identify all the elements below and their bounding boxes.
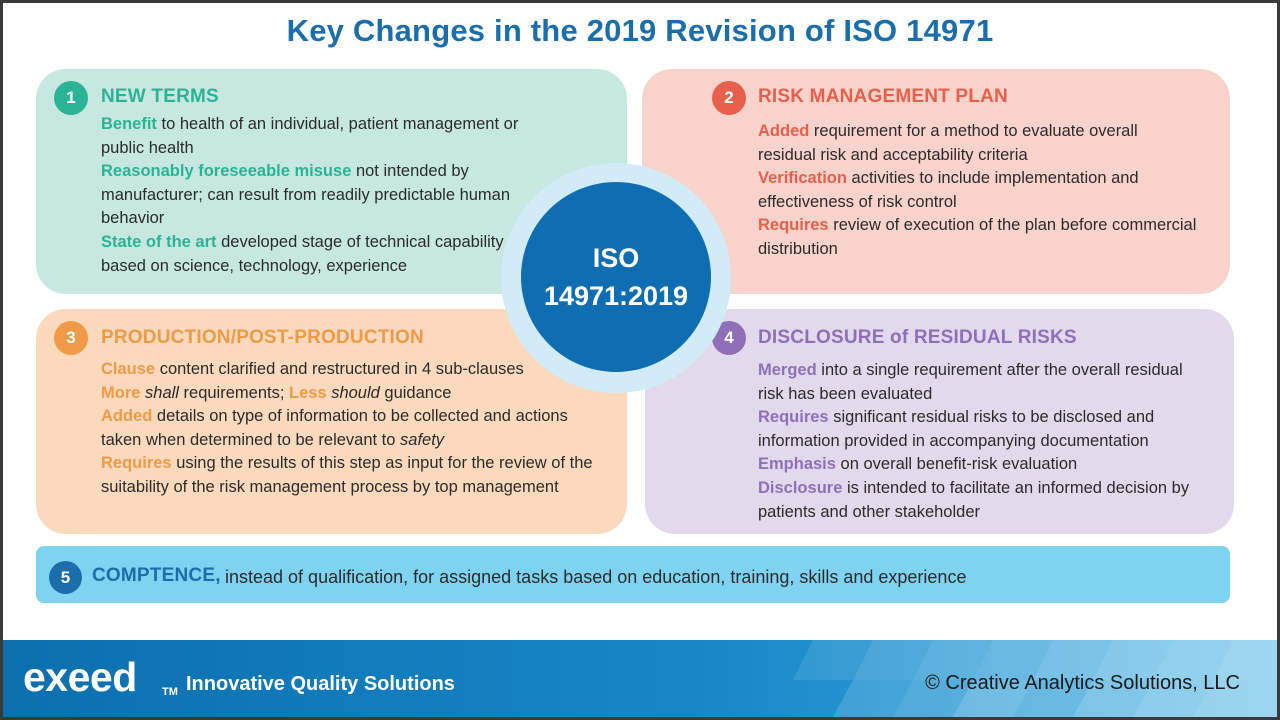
italic-text: safety [400, 430, 445, 449]
item-text: content clarified and restructured in 4 … [155, 360, 524, 378]
keyword: Reasonably foreseeable misuse [101, 162, 352, 181]
panel-body: Benefit to health of an individual, pati… [101, 113, 521, 278]
footer-tagline: Innovative Quality Solutions [186, 673, 455, 695]
list-item: Verification activities to include imple… [758, 167, 1198, 214]
keyword: Disclosure [758, 478, 843, 497]
keyword: Less [289, 383, 327, 402]
list-item: Disclosure is intended to facilitate an … [758, 477, 1208, 524]
panel-body: Merged into a single requirement after t… [758, 359, 1208, 524]
keyword: Requires [758, 216, 829, 235]
list-item: State of the art developed stage of tech… [101, 231, 521, 278]
panel-risk-management-plan: 2 RISK MANAGEMENT PLAN Added requirement… [642, 69, 1230, 294]
keyword: Clause [101, 360, 156, 378]
exeed-logo: exeed [23, 654, 137, 700]
center-line-2: 14971:2019 [543, 281, 689, 311]
item-text: developed stage of technical capability … [101, 232, 504, 275]
item-text: on overall benefit-risk evaluation [835, 455, 1078, 474]
item-text: using the results of this step as input … [101, 454, 593, 496]
list-item: Requires using the results of this step … [101, 452, 596, 499]
item-text: into a single requirement after the over… [758, 361, 1183, 403]
keyword: State of the art [101, 232, 217, 251]
center-badge: ISO 14971:2019 [521, 182, 711, 372]
keyword: More [101, 383, 141, 402]
panel-body: instead of qualification, for assigned t… [225, 567, 967, 587]
item-text: significant residual risks to be disclos… [758, 408, 1155, 450]
list-item: More shall requirements; Less should gui… [101, 382, 596, 406]
list-item: Requires significant residual risks to b… [758, 406, 1208, 453]
trademark-mark: TM [162, 686, 178, 698]
panel-heading: NEW TERMS [101, 86, 219, 107]
number-badge: 2 [712, 81, 746, 115]
footer-bar: exeed TM Innovative Quality Solutions © … [3, 640, 1277, 717]
number-badge: 1 [54, 81, 88, 115]
panel-body: Added requirement for a method to evalua… [758, 120, 1198, 262]
keyword: Requires [101, 454, 172, 473]
keyword: Added [758, 122, 810, 140]
keyword: Added [101, 407, 153, 426]
list-item: Added requirement for a method to evalua… [758, 120, 1198, 167]
panel-heading: COMPTENCE, [92, 565, 221, 586]
copyright-text: © Creative Analytics Solutions, LLC [925, 672, 1240, 694]
page-title: Key Changes in the 2019 Revision of ISO … [286, 13, 994, 48]
item-text: requirement for a method to evaluate ove… [758, 122, 1138, 164]
keyword: Verification [758, 169, 847, 188]
center-line-1: ISO [592, 243, 640, 273]
keyword: Emphasis [758, 455, 836, 474]
list-item: Emphasis on overall benefit-risk evaluat… [758, 453, 1208, 477]
panel-competence: 5 COMPTENCE, instead of qualification, f… [36, 546, 1230, 603]
italic-text: should [331, 383, 380, 402]
list-item: Merged into a single requirement after t… [758, 359, 1208, 406]
item-text: requirements; [178, 383, 289, 402]
list-item: Reasonably foreseeable misuse not intend… [101, 160, 521, 231]
item-text: not intended by manufacturer; can result… [101, 162, 511, 228]
list-item: Clause content clarified and restructure… [101, 358, 596, 382]
panel-heading: PRODUCTION/POST-PRODUCTION [101, 327, 424, 348]
panel-new-terms: 1 NEW TERMS Benefit to health of an indi… [36, 69, 627, 294]
keyword: Requires [758, 408, 829, 427]
list-item: Requires review of execution of the plan… [758, 214, 1198, 261]
panel-body: Clause content clarified and restructure… [101, 358, 596, 500]
number-badge: 5 [49, 561, 82, 594]
cube-pattern [793, 640, 1277, 717]
panel-heading: DISCLOSURE of RESIDUAL RISKS [758, 327, 1077, 348]
item-text: activities to include implementation and… [758, 169, 1139, 211]
slide: Key Changes in the 2019 Revision of ISO … [3, 3, 1277, 717]
item-text: details on type of information to be col… [101, 407, 568, 449]
item-text: guidance [379, 383, 452, 402]
keyword: Merged [758, 361, 817, 379]
item-text: is intended to facilitate an informed de… [758, 478, 1190, 521]
panel-heading: RISK MANAGEMENT PLAN [758, 86, 1008, 107]
list-item: Benefit to health of an individual, pati… [101, 113, 521, 160]
list-item: Added details on type of information to … [101, 405, 596, 452]
keyword: Benefit [101, 115, 157, 133]
panel-disclosure: 4 DISCLOSURE of RESIDUAL RISKS Merged in… [645, 309, 1234, 534]
item-text: review of execution of the plan before c… [758, 216, 1197, 258]
italic-text: shall [145, 383, 179, 402]
item-text: to health of an individual, patient mana… [101, 115, 519, 157]
number-badge: 3 [54, 321, 88, 355]
